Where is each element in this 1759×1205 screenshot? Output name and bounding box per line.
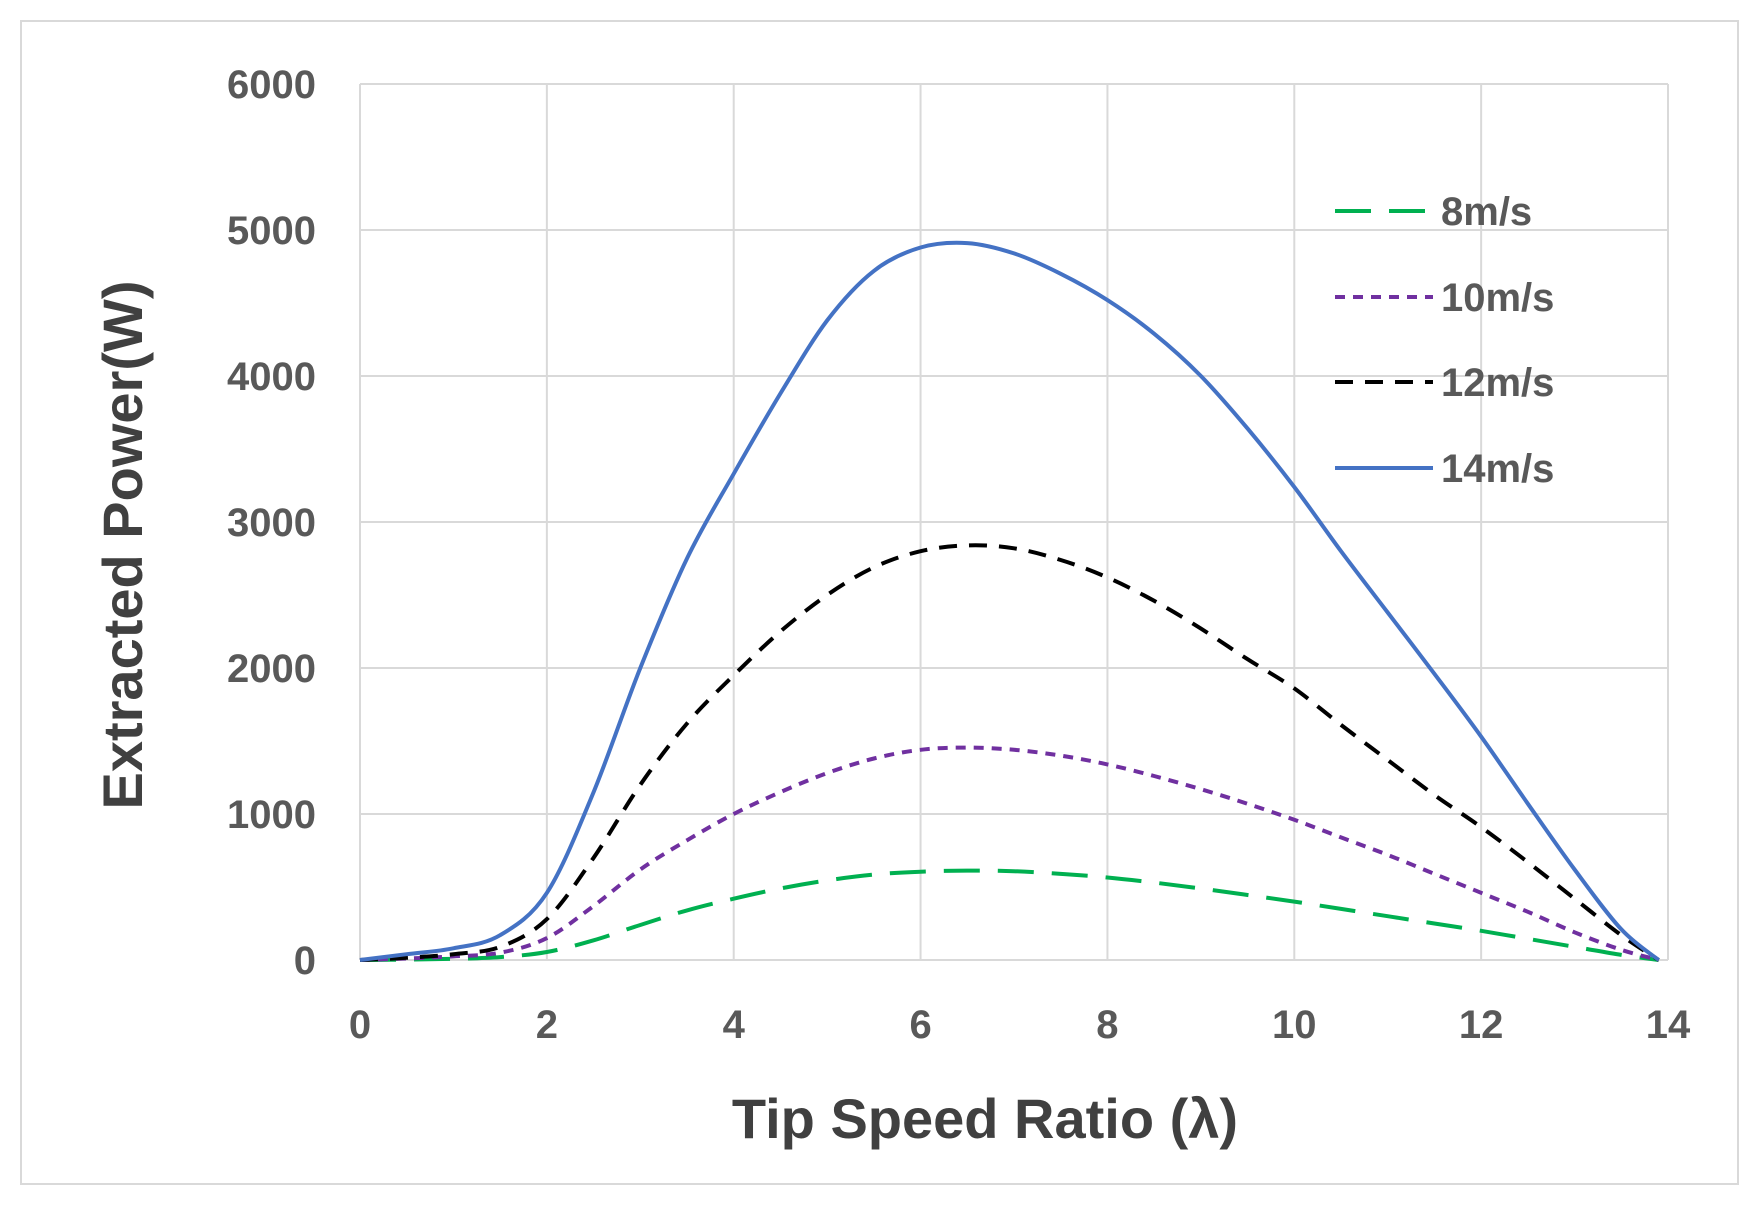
y-tick-label: 4000: [227, 355, 316, 399]
y-axis-title: Extracted Power(W): [91, 281, 154, 810]
gridlines: [359, 83, 1669, 961]
x-tick-label: 10: [1272, 1003, 1317, 1047]
x-tick-labels: 0 2 4 6 8 10 12 14: [349, 1003, 1691, 1047]
legend-label: 10m/s: [1441, 276, 1554, 320]
y-tick-label: 0: [294, 939, 316, 983]
x-tick-label: 4: [723, 1003, 746, 1047]
x-tick-label: 2: [536, 1003, 558, 1047]
y-tick-labels: 0 1000 2000 3000 4000 5000 6000: [227, 63, 316, 983]
y-tick-label: 2000: [227, 647, 316, 691]
legend: 8m/s 10m/s 12m/s 14m/s: [1335, 190, 1554, 491]
series-line-14m-per-s: [359, 240, 1660, 962]
x-tick-label: 14: [1646, 1003, 1691, 1047]
chart-frame: [20, 20, 1739, 1185]
x-tick-label: 6: [909, 1003, 931, 1047]
legend-label: 12m/s: [1441, 361, 1554, 405]
series-lines: [359, 240, 1660, 962]
legend-label: 14m/s: [1441, 447, 1554, 491]
y-tick-label: 3000: [227, 501, 316, 545]
series-line-8m-per-s: [359, 868, 1659, 962]
x-tick-label: 12: [1459, 1003, 1504, 1047]
y-tick-label: 6000: [227, 63, 316, 107]
x-tick-label: 8: [1096, 1003, 1118, 1047]
legend-label: 8m/s: [1441, 190, 1532, 234]
y-tick-label: 5000: [227, 209, 316, 253]
y-tick-label: 1000: [227, 793, 316, 837]
x-axis-title: Tip Speed Ratio (λ): [732, 1087, 1238, 1150]
series-line-12m-per-s: [359, 543, 1660, 962]
series-line-10m-per-s: [359, 745, 1660, 962]
x-tick-label: 0: [349, 1003, 371, 1047]
